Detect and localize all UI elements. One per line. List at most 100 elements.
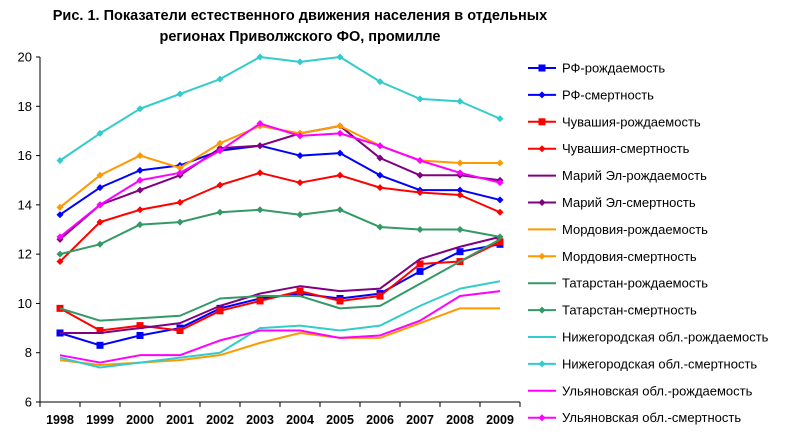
series-line: [59, 280, 501, 369]
legend-item: Татарстан-смертность: [528, 303, 697, 318]
legend-item: Нижегородская обл.-смертность: [528, 356, 757, 371]
legend-label: Татарстан-рождаемость: [562, 276, 708, 291]
data-point-diamond: [336, 122, 344, 130]
legend-item: Марий Эл-рождаемость: [528, 168, 707, 183]
series: [56, 122, 504, 243]
legend-item: Ульяновская обл.-смертность: [528, 410, 741, 425]
data-point-diamond: [376, 142, 384, 150]
x-tick-label: 2000: [126, 413, 154, 427]
data-point-square: [216, 307, 224, 315]
data-point-diamond: [96, 218, 104, 226]
data-point-diamond: [56, 250, 64, 258]
x-tick-label: 2001: [166, 413, 194, 427]
legend-swatch-marker: [538, 64, 546, 72]
data-point-diamond: [296, 211, 304, 219]
legend-item: Нижегородская обл.-рождаемость: [528, 330, 769, 345]
axes: 6 8 10 12 14 16 18 20 1998 1999 2000 2001 2002 2003 20…: [18, 50, 521, 427]
series-line: [59, 56, 501, 162]
series: [56, 142, 504, 219]
y-tick-label: 12: [18, 247, 32, 262]
data-point-diamond: [376, 78, 384, 86]
data-point-diamond: [416, 226, 424, 233]
data-point-diamond: [176, 198, 184, 206]
legend-label: Татарстан-смертность: [562, 303, 697, 318]
series: [56, 120, 504, 241]
legend-swatch-marker: [538, 414, 546, 422]
data-point-diamond: [376, 154, 384, 162]
series: [59, 280, 501, 369]
legend-swatch-marker: [538, 199, 546, 206]
legend-label: Чувашия-рождаемость: [562, 114, 701, 129]
data-point-diamond: [216, 147, 224, 155]
data-point-square: [136, 322, 144, 330]
legend-label: Мордовия-рождаемость: [562, 222, 708, 237]
series: [56, 169, 504, 266]
x-tick-label: 2007: [406, 413, 434, 427]
data-point-diamond: [216, 139, 224, 147]
data-point-diamond: [336, 129, 344, 137]
data-point-square: [456, 248, 464, 256]
data-point-diamond: [56, 157, 64, 164]
series: [59, 290, 501, 364]
data-point-diamond: [296, 132, 304, 140]
data-point-diamond: [136, 166, 144, 174]
data-point-square: [416, 267, 424, 275]
data-point-diamond: [416, 95, 424, 103]
legend-swatch-marker: [538, 118, 546, 126]
data-point-diamond: [416, 189, 424, 197]
data-point-diamond: [256, 169, 264, 177]
data-point-diamond: [176, 169, 184, 177]
series: [56, 122, 504, 211]
data-point-diamond: [336, 53, 344, 61]
data-point-diamond: [96, 129, 104, 137]
legend-swatch-marker: [538, 306, 546, 314]
chart-title: Рис. 1. Показатели естественного движени…: [40, 6, 560, 48]
series-line: [59, 171, 501, 263]
data-point-diamond: [96, 201, 104, 209]
data-point-diamond: [56, 211, 64, 219]
data-point-diamond: [176, 164, 184, 172]
series-line: [59, 144, 501, 216]
y-tick-label: 16: [18, 148, 32, 163]
x-tick-label: 1998: [46, 413, 74, 427]
data-point-diamond: [296, 58, 304, 66]
legend-item: РФ-рождаемость: [528, 61, 665, 76]
series-line: [59, 208, 501, 256]
data-point-diamond: [496, 196, 504, 204]
data-point-square: [296, 287, 304, 295]
y-tick-label: 6: [25, 395, 32, 410]
data-point-diamond: [56, 258, 64, 266]
data-point-square: [176, 327, 184, 335]
x-tick-label: 2002: [206, 413, 234, 427]
data-point-square: [136, 331, 144, 339]
data-point-diamond: [136, 176, 144, 184]
data-point-diamond: [176, 90, 184, 98]
data-point-diamond: [56, 233, 64, 241]
data-point-diamond: [496, 159, 504, 167]
legend-label: Марий Эл-смертность: [562, 195, 696, 210]
data-point-diamond: [256, 120, 264, 128]
data-point-diamond: [56, 203, 64, 211]
data-point-diamond: [136, 186, 144, 194]
legend-swatch-marker: [538, 91, 546, 99]
data-point-diamond: [136, 152, 144, 160]
data-point-diamond: [216, 75, 224, 83]
data-point-diamond: [336, 171, 344, 179]
series: [59, 307, 500, 367]
series: [56, 240, 504, 349]
y-tick-label: 10: [18, 296, 32, 311]
data-point-diamond: [496, 233, 504, 241]
legend-item: РФ-смертность: [528, 87, 654, 102]
data-point-diamond: [456, 191, 464, 199]
legend: РФ-рождаемость РФ-смертность Чувашия-рожда…: [528, 61, 769, 425]
legend-item: Ульяновская обл.-рождаемость: [528, 383, 753, 398]
series: [59, 238, 501, 322]
legend-item: Татарстан-рождаемость: [528, 276, 708, 291]
x-tick-label: 2003: [246, 413, 274, 427]
data-point-diamond: [416, 171, 424, 179]
data-point-diamond: [176, 218, 184, 226]
data-point-diamond: [216, 181, 224, 189]
series-line: [59, 238, 501, 322]
data-point-diamond: [256, 53, 264, 61]
data-point-diamond: [336, 149, 344, 157]
